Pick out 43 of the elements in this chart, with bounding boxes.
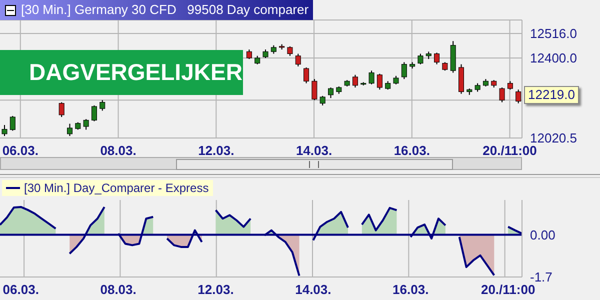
y-tick-label: 12020.5 — [530, 130, 577, 146]
text: 12219.0 — [524, 86, 579, 104]
chart-title: [30 Min.] Germany 30 CFD 99508 Day comparer — [21, 1, 309, 19]
candlestick — [100, 100, 106, 112]
candlestick — [434, 52, 440, 65]
x-tick-label: 14.03. — [296, 143, 332, 158]
x-tick-label: 16.03. — [392, 282, 429, 298]
x-tick-label: 06.03. — [2, 282, 39, 298]
x-tick-label: 14.03. — [295, 282, 332, 298]
y-tick-label: 0.00 — [530, 227, 556, 242]
x-tick-label: 08.03. — [100, 282, 136, 298]
x-tick-label: 12.03. — [198, 143, 234, 158]
x-tick-label: 12.03. — [198, 282, 234, 298]
candlestick — [2, 124, 8, 136]
candlestick — [295, 53, 301, 67]
candlestick — [499, 86, 505, 103]
candlestick — [246, 49, 252, 60]
y-tick-label: 12516.0 — [530, 26, 577, 42]
candlestick — [401, 62, 407, 80]
candlestick — [418, 53, 424, 65]
candlestick — [376, 73, 382, 90]
x-tick-label: 20./11:00 — [482, 143, 537, 158]
candlestick — [368, 70, 374, 85]
candlestick — [58, 102, 64, 118]
candlestick — [516, 89, 522, 104]
candlestick — [352, 74, 358, 88]
legend-label: [30 Min.] Day_Comparer - Express — [24, 181, 209, 195]
x-tick-label: 16.03. — [394, 143, 430, 158]
candlestick — [304, 66, 310, 84]
annotation: DAGVERGELIJKER — [0, 50, 243, 95]
candlestick — [320, 95, 326, 106]
candlestick — [287, 46, 293, 56]
candlestick — [67, 123, 72, 136]
candlestick — [91, 104, 97, 122]
x-tick-label: 06.03. — [2, 143, 38, 158]
x-tick-label: 20./11:00 — [480, 282, 536, 298]
y-tick-label: -1.7 — [530, 270, 552, 285]
candlestick — [328, 86, 334, 99]
x-tick-label: 08.03. — [100, 143, 136, 158]
candlestick — [10, 115, 16, 132]
candlestick — [312, 78, 318, 101]
candlestick — [83, 118, 89, 130]
y-tick-label: 12400.0 — [530, 50, 577, 66]
